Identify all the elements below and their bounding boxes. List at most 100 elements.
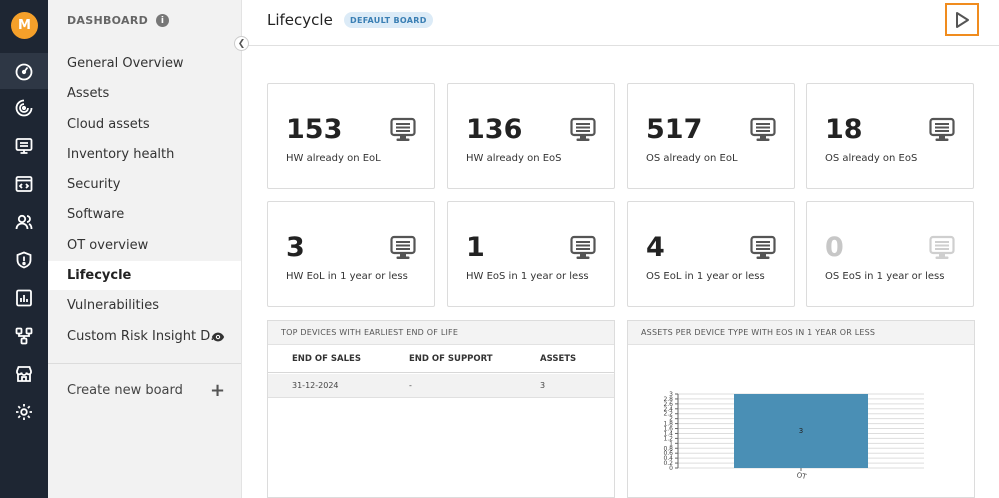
y-tick-label: 2.6 xyxy=(663,401,673,408)
top-devices-panel: TOP DEVICES WITH EARLIEST END OF LIFE EN… xyxy=(267,320,615,498)
table-row[interactable]: 31-12-2024 - 3 xyxy=(268,374,614,398)
plus-icon[interactable]: + xyxy=(210,380,226,401)
x-tick-label: OT xyxy=(796,471,808,481)
analytics-icon[interactable] xyxy=(0,90,48,126)
kpi-label: OS already on EoS xyxy=(825,153,918,164)
kpi-card-os-eos-1y[interactable]: 0 OS EoS in 1 year or less xyxy=(806,201,974,307)
kpi-value: 18 xyxy=(825,114,863,145)
column-header[interactable]: END OF SALES xyxy=(292,354,361,364)
table-header: END OF SALES END OF SUPPORT ASSETS xyxy=(268,345,614,373)
kpi-label: HW already on EoL xyxy=(286,153,381,164)
y-tick-label: 1.2 xyxy=(663,435,673,442)
dashboard-sidebar: DASHBOARD i General Overview Assets Clou… xyxy=(48,0,242,498)
sidebar-header: DASHBOARD i xyxy=(67,14,170,27)
monitor-icon[interactable] xyxy=(0,128,48,164)
report-icon[interactable] xyxy=(0,280,48,316)
sidebar-item-vulnerabilities[interactable]: Vulnerabilities xyxy=(67,298,159,313)
kpi-card-hw-eol[interactable]: 153 HW already on EoL xyxy=(267,83,435,189)
monitor-icon xyxy=(750,117,776,141)
main-content: Lifecycle DEFAULT BOARD 153 HW already o… xyxy=(243,0,999,498)
icon-rail: M xyxy=(0,0,48,498)
bar xyxy=(734,394,868,468)
column-header[interactable]: ASSETS xyxy=(540,354,577,364)
table-cell: - xyxy=(409,381,412,390)
default-board-badge: DEFAULT BOARD xyxy=(344,12,433,28)
y-tick-label: 2.2 xyxy=(663,411,673,418)
chart-title: ASSETS PER DEVICE TYPE WITH EOS IN 1 YEA… xyxy=(628,321,974,345)
kpi-value: 153 xyxy=(286,114,343,145)
kpi-value: 0 xyxy=(825,232,844,263)
kpi-label: OS already on EoL xyxy=(646,153,738,164)
users-icon[interactable] xyxy=(0,204,48,240)
monitor-icon xyxy=(390,235,416,259)
play-icon xyxy=(956,11,969,28)
shield-icon[interactable] xyxy=(0,242,48,278)
kpi-value: 1 xyxy=(466,232,485,263)
create-board-button[interactable]: Create new board xyxy=(67,383,183,398)
column-header[interactable]: END OF SUPPORT xyxy=(409,354,493,364)
sidebar-item-inventory-health[interactable]: Inventory health xyxy=(67,147,175,162)
sidebar-divider xyxy=(48,363,241,364)
y-tick-label: 2 xyxy=(669,416,673,423)
kpi-value: 517 xyxy=(646,114,703,145)
monitor-icon xyxy=(929,235,955,259)
kpi-label: HW EoL in 1 year or less xyxy=(286,271,408,282)
sidebar-item-security[interactable]: Security xyxy=(67,177,121,192)
y-tick-label: 0.6 xyxy=(663,450,673,457)
y-tick-label: 0.4 xyxy=(663,455,673,462)
y-tick-label: 2.4 xyxy=(663,406,673,413)
kpi-label: HW EoS in 1 year or less xyxy=(466,271,589,282)
code-icon[interactable] xyxy=(0,166,48,202)
sidebar-item-assets[interactable]: Assets xyxy=(67,86,110,101)
kpi-card-os-eol-1y[interactable]: 4 OS EoL in 1 year or less xyxy=(627,201,795,307)
sidebar-item-custom-risk-insight[interactable]: Custom Risk Insight D... xyxy=(48,322,241,351)
network-icon[interactable] xyxy=(0,318,48,354)
kpi-value: 3 xyxy=(286,232,305,263)
eye-icon[interactable] xyxy=(211,330,225,344)
sidebar-item-software[interactable]: Software xyxy=(67,207,125,222)
kpi-card-os-eos[interactable]: 18 OS already on EoS xyxy=(806,83,974,189)
bar-chart: 00.20.40.60.811.21.41.61.822.22.42.62.83… xyxy=(663,391,924,481)
y-tick-label: 0.8 xyxy=(663,445,673,452)
monitor-icon xyxy=(750,235,776,259)
settings-icon[interactable] xyxy=(0,394,48,430)
play-button[interactable] xyxy=(945,3,979,36)
bar-data-label: 3 xyxy=(799,427,803,435)
monitor-icon xyxy=(570,235,596,259)
y-tick-label: 1 xyxy=(669,440,673,447)
kpi-card-hw-eos[interactable]: 136 HW already on EoS xyxy=(447,83,615,189)
sidebar-header-label: DASHBOARD xyxy=(67,14,149,27)
sidebar-item-cloud-assets[interactable]: Cloud assets xyxy=(67,117,150,132)
monitor-icon xyxy=(570,117,596,141)
y-tick-label: 1.8 xyxy=(663,421,673,428)
table-cell: 3 xyxy=(540,381,546,390)
info-icon[interactable]: i xyxy=(156,14,170,27)
kpi-label: HW already on EoS xyxy=(466,153,562,164)
kpi-label: OS EoL in 1 year or less xyxy=(646,271,765,282)
sidebar-item-lifecycle[interactable]: Lifecycle xyxy=(48,261,241,290)
kpi-value: 136 xyxy=(466,114,523,145)
kpi-label: OS EoS in 1 year or less xyxy=(825,271,945,282)
y-tick-label: 3 xyxy=(669,391,673,398)
kpi-card-hw-eos-1y[interactable]: 1 HW EoS in 1 year or less xyxy=(447,201,615,307)
avatar[interactable]: M xyxy=(11,12,38,39)
y-tick-label: 1.4 xyxy=(663,430,673,437)
panel-title: TOP DEVICES WITH EARLIEST END OF LIFE xyxy=(268,321,614,345)
monitor-icon xyxy=(390,117,416,141)
collapse-sidebar-button[interactable]: ❮ xyxy=(234,36,249,51)
kpi-card-os-eol[interactable]: 517 OS already on EoL xyxy=(627,83,795,189)
sidebar-item-general-overview[interactable]: General Overview xyxy=(67,56,184,71)
kpi-value: 4 xyxy=(646,232,665,263)
dashboard-icon[interactable] xyxy=(0,53,48,89)
table-cell: 31-12-2024 xyxy=(292,381,339,390)
kpi-card-hw-eol-1y[interactable]: 3 HW EoL in 1 year or less xyxy=(267,201,435,307)
page-title: Lifecycle xyxy=(267,11,333,29)
sidebar-item-ot-overview[interactable]: OT overview xyxy=(67,238,149,253)
y-tick-label: 0 xyxy=(669,465,673,472)
monitor-icon xyxy=(929,117,955,141)
assets-per-device-type-panel: ASSETS PER DEVICE TYPE WITH EOS IN 1 YEA… xyxy=(627,320,975,498)
sidebar-item-label: Custom Risk Insight D... xyxy=(67,329,223,344)
top-bar: Lifecycle DEFAULT BOARD xyxy=(243,0,999,46)
y-tick-label: 0.2 xyxy=(663,460,673,467)
store-icon[interactable] xyxy=(0,356,48,392)
